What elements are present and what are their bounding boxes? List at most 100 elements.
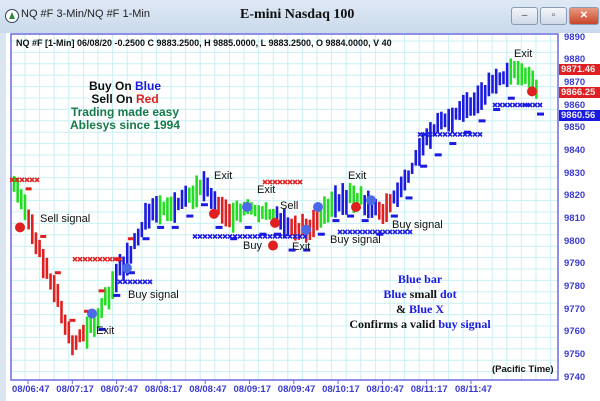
info-line: NQ #F [1-Min] 06/08/20 -0.2500 C 9883.25… bbox=[16, 38, 392, 48]
y-tick-label: 9870 bbox=[564, 76, 586, 88]
x-tick-label: 08/06:47 bbox=[12, 384, 50, 395]
annotation-exit: Exit bbox=[257, 184, 276, 196]
stop-x-mark bbox=[197, 233, 203, 240]
annotation-buy-signal: Buy signal bbox=[330, 234, 381, 246]
stop-x-mark bbox=[102, 256, 108, 262]
stop-x-mark bbox=[147, 279, 153, 285]
note-text: Confirms a valid bbox=[349, 317, 439, 331]
stop-dot bbox=[157, 225, 165, 229]
stop-x-mark bbox=[277, 179, 283, 185]
y-tick-label: 9760 bbox=[564, 326, 586, 338]
y-tick-label: 9850 bbox=[564, 122, 586, 134]
stop-dot bbox=[171, 225, 179, 229]
stop-dot bbox=[537, 112, 544, 116]
stop-dot bbox=[40, 234, 47, 238]
annotation-exit: Exit bbox=[514, 48, 533, 60]
stop-x-mark bbox=[422, 131, 428, 138]
title-bar: NQ #F 3-Min/NQ #F 1-Min E-mini Nasdaq 10… bbox=[0, 0, 600, 33]
chart-title: E-mini Nasdaq 100 bbox=[240, 7, 355, 22]
stop-x-mark bbox=[232, 233, 238, 240]
stop-x-mark bbox=[287, 233, 293, 240]
y-tick-label: 9770 bbox=[564, 303, 586, 315]
y-tick-label: 9830 bbox=[564, 167, 586, 179]
stop-x-mark bbox=[262, 179, 268, 185]
stop-dot bbox=[332, 219, 340, 223]
stop-dot bbox=[405, 196, 413, 200]
annotation-sell-signal: Sell signal bbox=[40, 213, 91, 225]
stop-x-mark bbox=[457, 131, 463, 138]
stop-x-mark bbox=[282, 233, 288, 240]
legend-sell: Sell On Red bbox=[70, 93, 180, 106]
stop-x-mark bbox=[237, 233, 243, 240]
stop-x-mark bbox=[82, 256, 88, 262]
stop-x-mark bbox=[212, 233, 218, 240]
x-tick-label: 08/08:47 bbox=[189, 384, 227, 395]
y-tick-label: 9880 bbox=[564, 54, 586, 66]
stop-x-mark bbox=[282, 179, 288, 185]
y-tick-label: 9890 bbox=[564, 31, 586, 43]
stop-x-mark bbox=[112, 256, 118, 262]
stop-x-mark bbox=[34, 177, 40, 183]
stop-x-mark bbox=[217, 233, 223, 240]
annotation-exit: Exit bbox=[214, 170, 233, 182]
stop-x-mark bbox=[14, 177, 20, 183]
x-tick-label: 08/09:17 bbox=[233, 384, 272, 395]
signal-dot bbox=[242, 202, 252, 212]
x-tick-label: 08/10:17 bbox=[322, 384, 360, 395]
y-tick-label: 9790 bbox=[564, 258, 586, 270]
stop-x-mark bbox=[437, 131, 443, 138]
stop-x-mark bbox=[132, 279, 138, 285]
stop-x-mark bbox=[272, 179, 278, 185]
stop-x-mark bbox=[462, 131, 468, 138]
window-title: NQ #F 3-Min/NQ #F 1-Min bbox=[21, 8, 150, 20]
stop-dot bbox=[376, 232, 384, 236]
stop-x-mark bbox=[287, 179, 293, 185]
stop-x-mark bbox=[512, 102, 518, 108]
stop-x-mark bbox=[367, 229, 373, 235]
stop-x-mark bbox=[267, 233, 273, 240]
y-tick-label: 9780 bbox=[564, 280, 586, 292]
stop-dot bbox=[303, 248, 311, 252]
stop-x-mark bbox=[19, 177, 25, 183]
stop-dot bbox=[507, 96, 515, 100]
note-text: Blue X bbox=[408, 302, 444, 316]
x-tick-label: 08/09:47 bbox=[277, 384, 316, 395]
stop-x-mark bbox=[297, 233, 303, 240]
stop-dot bbox=[127, 237, 134, 241]
y-tick-label: 9810 bbox=[564, 212, 586, 224]
minimize-button[interactable]: – bbox=[511, 7, 538, 25]
annotation-exit: Exit bbox=[96, 325, 115, 337]
stop-dot bbox=[127, 271, 135, 275]
stop-dot bbox=[98, 289, 105, 293]
stop-x-mark bbox=[117, 279, 123, 285]
close-button[interactable]: ✕ bbox=[569, 7, 599, 25]
stop-x-mark bbox=[472, 131, 478, 138]
stop-dot bbox=[347, 214, 355, 218]
app-icon bbox=[5, 9, 19, 23]
x-tick-label: 08/10:47 bbox=[366, 384, 404, 395]
stop-x-mark bbox=[272, 233, 278, 240]
stop-x-mark bbox=[392, 229, 398, 235]
stop-x-mark bbox=[9, 177, 15, 183]
signal-dot bbox=[351, 202, 361, 212]
stop-x-mark bbox=[77, 256, 83, 262]
plot-frame bbox=[10, 33, 559, 381]
stop-dot bbox=[84, 309, 91, 313]
stop-dot bbox=[186, 214, 194, 218]
stop-dot bbox=[478, 119, 486, 123]
stop-dot bbox=[259, 232, 267, 236]
stop-x-mark bbox=[302, 233, 308, 240]
stop-x-mark bbox=[387, 229, 393, 235]
annotation-exit: Exit bbox=[348, 170, 367, 182]
stop-x-mark bbox=[397, 229, 403, 235]
stop-x-mark bbox=[517, 102, 523, 108]
signal-dot bbox=[15, 222, 25, 233]
stop-x-mark bbox=[192, 233, 198, 240]
legend-text: Sell On bbox=[91, 92, 136, 106]
stop-dot bbox=[215, 225, 223, 229]
maximize-button[interactable]: ▫ bbox=[540, 7, 567, 25]
signal-dot bbox=[527, 86, 537, 97]
legend-tagline: Trading made easy bbox=[70, 105, 180, 119]
note-text: small bbox=[406, 287, 440, 301]
stop-dot bbox=[361, 219, 369, 223]
